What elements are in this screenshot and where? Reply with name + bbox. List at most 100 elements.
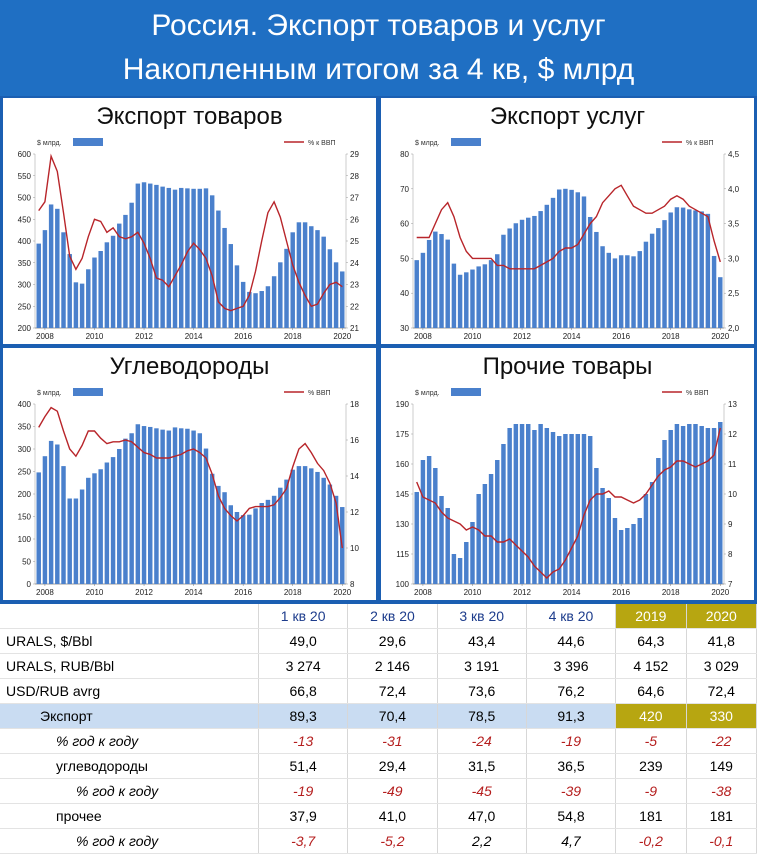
bar [526, 217, 531, 328]
bar [166, 430, 172, 584]
bar [135, 424, 141, 584]
bar [327, 484, 333, 584]
y2-tick-label: 12 [350, 508, 359, 517]
title-line-1: Россия. Экспорт товаров и услуг [151, 9, 606, 42]
bar [148, 426, 153, 584]
bar [271, 276, 277, 328]
bar [315, 471, 320, 584]
bar [594, 468, 599, 584]
y-tick-label: 350 [18, 259, 32, 268]
x-tick-label: 2014 [185, 332, 203, 341]
bar [228, 505, 233, 584]
y-tick-label: 115 [396, 550, 409, 559]
table-cell: -49 [347, 778, 438, 804]
bar [104, 462, 110, 584]
y2-tick-label: 2,0 [728, 324, 740, 333]
bar [42, 456, 48, 584]
table-cell: 4 152 [615, 653, 687, 679]
bar [457, 558, 463, 584]
table-cell: 89,3 [258, 703, 349, 729]
series-line [38, 153, 343, 312]
bar [340, 271, 345, 328]
bar [209, 473, 215, 584]
table-cell: 73,6 [437, 678, 527, 704]
table-header-cell: 1 кв 20 [258, 604, 349, 629]
y-tick-label: 175 [396, 430, 410, 439]
bar [488, 474, 494, 584]
table-row: % год к году -19 -49 -45 -39 -9 -38 [0, 778, 757, 804]
x-tick-label: 2016 [612, 332, 630, 341]
y2-tick-label: 2,5 [728, 289, 740, 298]
x-tick-label: 2008 [36, 588, 54, 597]
bar [160, 186, 165, 328]
x-tick-label: 2014 [185, 588, 203, 597]
bar [117, 449, 122, 584]
bar [550, 432, 556, 584]
bar [240, 515, 246, 584]
bar [513, 223, 519, 328]
bar [197, 433, 203, 584]
bar [618, 255, 624, 328]
table-cell: 49,0 [258, 628, 349, 654]
bar [61, 466, 66, 584]
bar [501, 234, 506, 328]
y2-tick-label: 25 [350, 237, 359, 246]
x-tick-label: 2012 [513, 332, 531, 341]
bar [265, 499, 271, 584]
table-cell: 47,0 [437, 803, 527, 829]
bar [296, 222, 302, 328]
bar [687, 209, 692, 328]
y-tick-label: 145 [396, 490, 410, 499]
bar [513, 424, 519, 584]
panel-other: Прочие товары $ млрд. % ВВП 100 115 130 145 16… [381, 348, 754, 600]
table-row: прочее 37,9 41,0 47,0 54,8 181 181 [0, 803, 757, 829]
bar [495, 460, 500, 584]
table-cell: -3,7 [258, 828, 349, 854]
table-row: URALS, $/Bbl 49,0 29,6 43,4 44,6 64,3 41,8 [0, 628, 757, 654]
x-tick-label: 2016 [612, 588, 630, 597]
y-tick-label: 30 [400, 324, 409, 333]
y2-tick-label: 10 [350, 544, 359, 553]
bar [259, 503, 264, 584]
table-header-cell-2019: 2019 [615, 604, 687, 629]
bar [587, 216, 593, 328]
bar [123, 214, 128, 328]
bar [625, 528, 630, 584]
bar [92, 257, 97, 328]
legend-label-line: % ВВП [686, 390, 709, 397]
table-cell: 420 [615, 703, 687, 729]
bar [216, 210, 221, 328]
panel-goods: Экспорт товаров $ млрд. % к ВВП 200 250 300 3… [3, 98, 376, 344]
table-cell: 41,8 [686, 628, 757, 654]
legend-swatch-bars [451, 138, 481, 146]
bar [222, 227, 227, 328]
bar [649, 482, 655, 584]
table-cell: -13 [258, 728, 349, 754]
chart-goods: $ млрд. % к ВВП 200 250 300 350 400 450 500 550 60… [18, 138, 359, 341]
y2-tick-label: 23 [350, 281, 359, 290]
table-cell: 2 146 [347, 653, 438, 679]
bar [216, 485, 221, 584]
y-tick-label: 600 [18, 150, 32, 159]
y2-tick-label: 3,5 [728, 220, 740, 229]
panel-title-goods: Экспорт товаров [96, 103, 283, 130]
table-header-cell: 4 кв 20 [526, 604, 617, 629]
legend-label-bars: $ млрд. [37, 390, 62, 397]
y2-tick-label: 27 [350, 194, 359, 203]
bar [321, 477, 326, 584]
bar [495, 254, 500, 328]
bar [240, 281, 246, 328]
y2-tick-label: 24 [350, 259, 359, 268]
bar [160, 429, 165, 584]
table-header-cell [0, 604, 259, 629]
y-tick-label: 40 [400, 289, 409, 298]
bar [290, 232, 295, 328]
panel-title-hydro: Углеводороды [109, 353, 270, 380]
bar [718, 277, 723, 328]
bar [79, 283, 85, 328]
x-tick-label: 2010 [464, 332, 482, 341]
bar [470, 269, 475, 328]
bar [104, 242, 110, 328]
bar [643, 241, 649, 328]
bar [278, 487, 283, 584]
